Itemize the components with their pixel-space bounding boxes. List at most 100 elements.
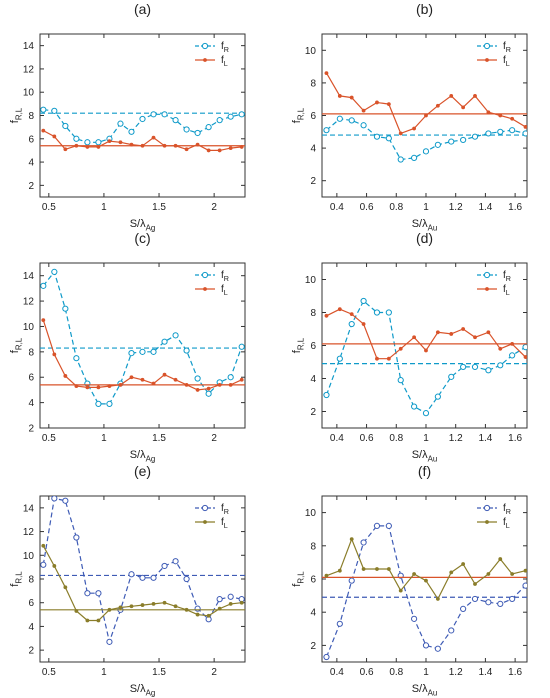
x-tick-label: 0.4 — [330, 667, 344, 678]
series-L-point — [486, 330, 491, 335]
series-R-point — [509, 352, 516, 359]
x-tick-label: 2 — [211, 202, 217, 213]
series-L-point — [498, 557, 503, 561]
series-L-point — [386, 102, 391, 106]
series-R-point — [448, 138, 455, 145]
series-R-point — [205, 124, 212, 131]
series-L-point — [486, 572, 491, 576]
series-R-point — [422, 148, 430, 155]
series-R-point — [51, 268, 58, 275]
y-tick-label: 8 — [310, 541, 316, 552]
series-R-point — [128, 128, 135, 135]
series-L-point — [510, 341, 515, 346]
series-R-point — [172, 332, 179, 339]
series-R-point — [397, 156, 404, 163]
series-L-point — [41, 543, 46, 548]
series-L-point — [498, 346, 503, 351]
series-R-point — [497, 128, 504, 135]
series-L-point — [523, 568, 527, 573]
series-R-point — [95, 400, 102, 407]
series-R-point — [172, 117, 179, 124]
series-L-point — [151, 135, 156, 140]
x-tick-label: 0.4 — [330, 202, 344, 213]
series-L-point — [52, 564, 57, 568]
legend-label: fL — [503, 517, 510, 530]
series-R-point — [434, 141, 441, 148]
series-R-point — [522, 344, 527, 351]
series-R-point — [373, 133, 381, 140]
legend-label: fR — [221, 503, 229, 516]
series-L-point — [228, 382, 233, 387]
series-L-point — [324, 313, 329, 318]
y-tick-label: 8 — [28, 111, 34, 122]
series-L-point — [473, 582, 477, 586]
y-tick-label: 6 — [310, 341, 316, 352]
series-L-point — [85, 385, 90, 390]
series-L-point — [140, 143, 145, 148]
series-R-point — [139, 348, 146, 355]
y-tick-label: 10 — [23, 88, 35, 99]
series-L-point — [118, 382, 123, 387]
series-L-point — [63, 585, 68, 590]
series-L-point — [424, 578, 428, 583]
y-tick-label: 2 — [28, 181, 34, 192]
x-axis-label: S/λAu — [412, 683, 438, 697]
x-tick-label: 0.8 — [389, 202, 403, 213]
series-R-point — [84, 139, 91, 146]
y-tick-label: 6 — [310, 111, 316, 122]
series-L-point — [85, 618, 90, 623]
series-L-point — [435, 330, 440, 335]
series-L-line — [325, 72, 526, 135]
panel-d: (d) 0.4 0.6 0.8 1 1.2 1.4 1.6 2 4 6 8 10 S/λAu fR,L fRf… — [291, 230, 528, 463]
series-R-point — [106, 400, 113, 407]
y-tick-label: 6 — [28, 134, 34, 145]
y-tick-label: 2 — [310, 641, 316, 652]
plot-frame — [321, 262, 528, 429]
plot-frame — [39, 33, 246, 198]
series-R-point — [336, 620, 343, 627]
x-tick-label: 1.6 — [508, 667, 522, 678]
series-L-point — [412, 126, 417, 131]
series-R-point — [216, 117, 223, 124]
y-tick-label: 12 — [23, 64, 35, 75]
series-R-point — [373, 522, 381, 529]
y-tick-label: 10 — [305, 508, 317, 519]
series-R-point — [485, 367, 492, 374]
series-R-point — [385, 135, 392, 142]
series-R-point — [238, 343, 245, 350]
series-R-point — [183, 575, 190, 583]
series-R-point — [348, 117, 355, 124]
y-tick-label: 4 — [28, 622, 34, 633]
series-L-point — [361, 322, 366, 326]
y-tick-label: 2 — [28, 424, 34, 435]
series-R-point — [183, 347, 190, 354]
x-tick-label: 1.2 — [449, 667, 463, 678]
x-tick-label: 0.5 — [42, 667, 56, 678]
series-R-point — [336, 115, 343, 122]
plot-area — [40, 496, 245, 645]
series-R-point — [216, 596, 223, 603]
y-axis-label: fR,L — [291, 571, 305, 587]
series-R-point — [161, 562, 168, 570]
legend-label: fR — [503, 503, 511, 516]
x-tick-label: 1 — [423, 667, 429, 678]
series-R-point — [183, 126, 190, 133]
series-L-point — [324, 71, 329, 76]
y-axis-label: fR,L — [9, 571, 23, 587]
series-R-point — [150, 574, 157, 581]
series-L-point — [239, 145, 244, 149]
plot-area — [322, 297, 527, 417]
series-L-point — [510, 572, 515, 576]
series-L-point — [398, 346, 403, 351]
y-tick-label: 4 — [310, 144, 316, 155]
x-tick-label: 1.5 — [152, 202, 166, 213]
series-L-point — [74, 384, 79, 389]
series-L-point — [184, 382, 189, 387]
series-R-point — [448, 627, 455, 634]
